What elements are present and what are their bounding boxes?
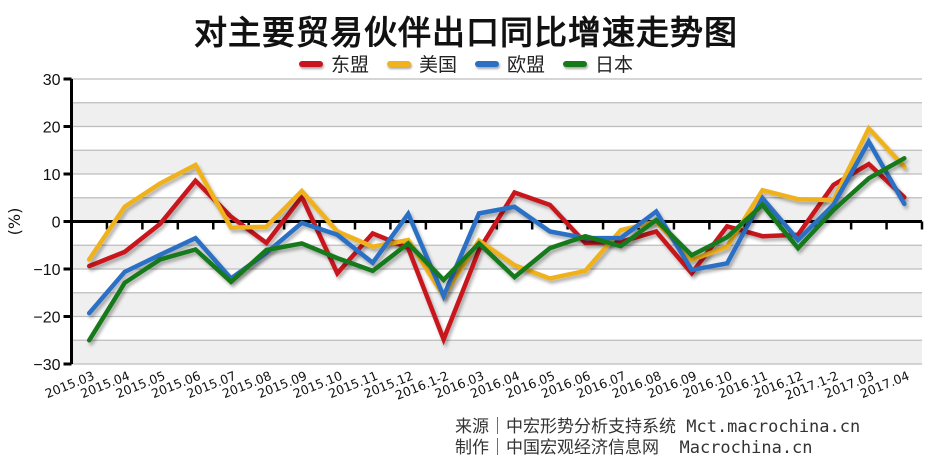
svg-text:−30: −30 [33,357,60,374]
legend-label: 日本 [595,54,634,76]
svg-text:0: 0 [52,215,61,232]
x-axis-labels: 2015.032015.042015.052015.062015.072015.… [43,368,912,403]
svg-text:(%): (%) [5,208,24,236]
series-lines [86,124,907,346]
legend-swatch-icon [386,60,411,67]
svg-text:−10: −10 [33,262,60,279]
legend-label: 美国 [418,54,457,76]
svg-text:30: 30 [43,72,61,89]
legend-item-asean[interactable]: 东盟 [298,50,369,77]
svg-text:−20: −20 [33,310,60,327]
legend-swatch-icon [563,60,588,67]
legend-item-japan[interactable]: 日本 [563,50,633,77]
credit-line: 制作｜中国宏观经济信息网 Macrochina.cn [455,438,813,458]
source-footer: 来源｜中宏形势分析支持系统 Mct.macrochina.cn 制作｜中国宏观经济… [455,417,860,459]
chart-title: 对主要贸易伙伴出口同比增速走势图 [194,13,738,52]
chart-legend: 东盟 美国 欧盟 日本 [0,50,932,77]
svg-text:20: 20 [43,120,61,137]
legend-swatch-icon [298,60,323,67]
legend-label: 东盟 [330,54,369,76]
source-line: 来源｜中宏形势分析支持系统 Mct.macrochina.cn [455,417,861,437]
plot-background [71,79,922,364]
legend-item-usa[interactable]: 美国 [386,50,457,77]
legend-item-eu[interactable]: 欧盟 [475,50,545,77]
legend-swatch-icon [475,60,499,67]
legend-label: 欧盟 [507,54,546,76]
svg-text:10: 10 [43,167,61,184]
